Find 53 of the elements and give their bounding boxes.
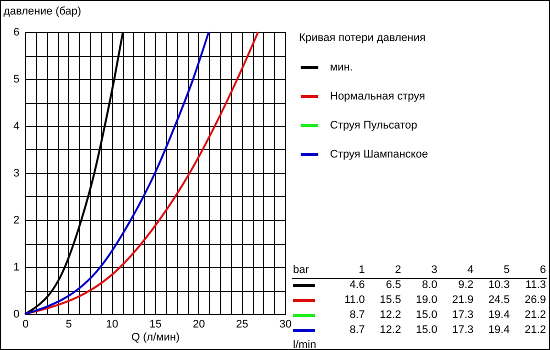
text: 12.2 [378,308,402,323]
x-tick-label: 10 [106,318,118,330]
text: bar [292,263,331,278]
text: 8.0 [421,278,438,293]
text: 8.7 [348,323,366,338]
text: 6 [510,263,547,278]
text: 19.0 [414,293,438,308]
y-tick-label: 6 [13,26,20,38]
text: 11.3 [524,278,547,293]
y-tick-label: 2 [13,214,20,226]
y-tick-label: 3 [13,168,20,180]
text: 26.9 [524,293,547,308]
y-tick-label: 5 [13,74,20,86]
legend-label: Нормальная струя [330,90,426,102]
text: 24.5 [487,293,511,308]
x-axis-title: Q (л/мин) [131,332,180,344]
x-tick-label: 5 [66,318,72,330]
text: 11.0 [343,293,366,308]
text: 15.0 [414,323,438,338]
text: 21.2 [524,323,547,338]
y-tick-label: 1 [13,262,20,274]
text: 17.3 [451,323,475,338]
text: 9.2 [457,278,475,293]
text: 5 [474,263,511,278]
text: 4 [438,263,475,278]
text: 1 [331,263,366,278]
x-tick-label: 15 [149,318,162,330]
text: 3 [402,263,438,278]
legend-label: Струя Шампанское [330,148,428,160]
x-tick-label: 0 [22,318,29,330]
text: 17.3 [451,308,475,323]
text: l/min [292,338,318,350]
legend-label: Струя Пульсатор [330,120,418,132]
text: 4.6 [348,278,366,293]
text: 21.9 [451,293,475,308]
text: 19.4 [487,323,511,338]
x-tick-label: 25 [236,318,248,330]
legend-title: Кривая потери давления [299,32,426,44]
legend-label: мин. [330,62,353,74]
y-axis-title: давление (бар) [4,6,82,18]
text: 15.5 [378,293,402,308]
x-tick-label: 30 [279,318,292,330]
text: 10.3 [487,278,511,293]
text: 8.7 [348,308,366,323]
y-tick-label: 4 [13,120,20,132]
text: 6.5 [384,278,402,293]
text: 2 [366,263,402,278]
text: 12.2 [378,323,402,338]
y-tick-label: 0 [13,308,20,320]
x-tick-label: 20 [192,318,205,330]
text: 21.2 [524,308,547,323]
text: 19.4 [487,308,511,323]
text: 15.0 [414,308,438,323]
